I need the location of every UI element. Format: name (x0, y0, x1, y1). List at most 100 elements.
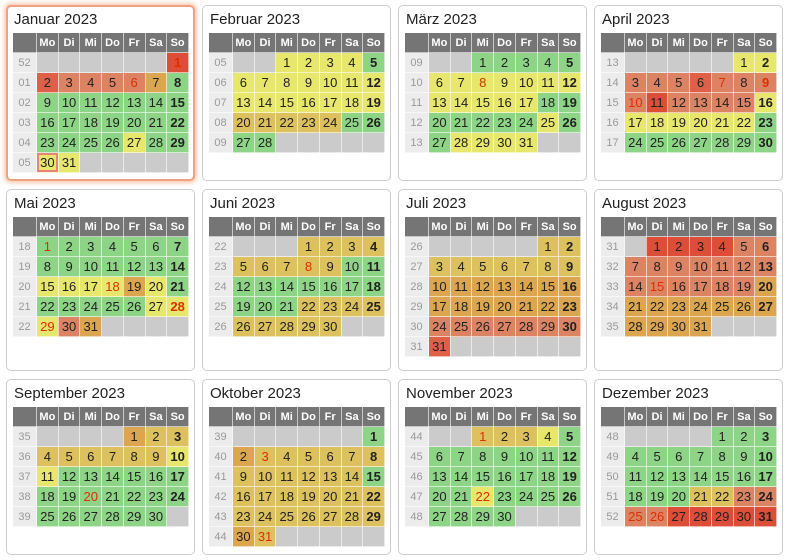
day-cell[interactable]: 16 (36, 112, 59, 133)
day-cell[interactable]: 8 (275, 72, 299, 93)
day-cell[interactable]: 10 (754, 446, 777, 467)
day-cell[interactable]: 3 (166, 426, 189, 447)
day-cell[interactable]: 12 (101, 92, 124, 113)
day-cell[interactable]: 5 (297, 446, 320, 467)
day-cell[interactable]: 20 (667, 486, 691, 507)
day-cell[interactable]: 8 (122, 446, 146, 467)
day-cell[interactable]: 28 (710, 132, 734, 153)
day-cell[interactable]: 25 (36, 506, 59, 527)
day-cell[interactable]: 8 (536, 256, 560, 277)
day-cell[interactable]: 27 (689, 132, 712, 153)
day-cell[interactable]: 21 (689, 486, 712, 507)
day-cell[interactable]: 10 (428, 276, 451, 297)
day-cell[interactable]: 28 (166, 296, 189, 317)
day-cell[interactable]: 9 (318, 256, 342, 277)
day-cell[interactable]: 24 (340, 296, 364, 317)
day-cell[interactable]: 11 (710, 256, 734, 277)
day-cell[interactable]: 1 (362, 426, 385, 447)
day-cell[interactable]: 20 (253, 296, 277, 317)
day-cell[interactable]: 22 (36, 296, 59, 317)
day-cell[interactable]: 31 (514, 132, 538, 153)
day-cell[interactable]: 9 (667, 256, 691, 277)
day-cell[interactable]: 6 (428, 72, 451, 93)
day-cell[interactable]: 21 (710, 112, 734, 133)
day-cell[interactable]: 2 (318, 236, 342, 257)
day-cell[interactable]: 26 (732, 296, 756, 317)
day-cell[interactable]: 4 (362, 236, 385, 257)
day-cell[interactable]: 17 (689, 276, 712, 297)
day-cell[interactable]: 28 (689, 506, 712, 527)
day-cell[interactable]: 13 (122, 92, 146, 113)
day-cell[interactable]: 26 (297, 506, 320, 527)
day-cell[interactable]: 24 (428, 316, 451, 337)
day-cell[interactable]: 7 (166, 236, 189, 257)
day-cell[interactable]: 11 (79, 92, 103, 113)
day-cell[interactable]: 22 (645, 296, 669, 317)
day-cell[interactable]: 12 (122, 256, 146, 277)
day-cell[interactable]: 6 (232, 72, 255, 93)
day-cell[interactable]: 6 (253, 256, 277, 277)
day-cell[interactable]: 27 (318, 506, 342, 527)
day-cell[interactable]: 26 (57, 506, 81, 527)
day-cell[interactable]: 21 (449, 112, 473, 133)
day-cell[interactable]: 14 (449, 92, 473, 113)
day-cell[interactable]: 10 (57, 92, 81, 113)
day-cell[interactable]: 9 (732, 446, 756, 467)
day-cell[interactable]: 22 (710, 486, 734, 507)
day-cell[interactable]: 7 (144, 72, 168, 93)
day-cell[interactable]: 21 (253, 112, 277, 133)
day-cell[interactable]: 11 (36, 466, 59, 487)
day-cell[interactable]: 4 (340, 52, 364, 73)
day-cell[interactable]: 1 (36, 236, 59, 257)
day-cell[interactable]: 5 (101, 72, 124, 93)
day-cell[interactable]: 1 (536, 236, 560, 257)
day-cell[interactable]: 5 (645, 446, 669, 467)
day-cell[interactable]: 20 (232, 112, 255, 133)
day-cell[interactable]: 12 (471, 276, 495, 297)
day-cell[interactable]: 22 (166, 112, 189, 133)
day-cell[interactable]: 6 (318, 446, 342, 467)
day-cell[interactable]: 9 (144, 446, 168, 467)
day-cell[interactable]: 26 (667, 132, 691, 153)
day-cell[interactable]: 1 (275, 52, 299, 73)
day-cell[interactable]: 25 (340, 112, 364, 133)
day-cell[interactable]: 4 (624, 446, 647, 467)
day-cell[interactable]: 23 (36, 132, 59, 153)
day-cell[interactable]: 31 (253, 526, 277, 547)
day-cell[interactable]: 16 (493, 466, 516, 487)
day-cell[interactable]: 23 (754, 112, 777, 133)
day-cell[interactable]: 23 (493, 112, 516, 133)
day-cell[interactable]: 28 (340, 506, 364, 527)
day-cell[interactable]: 8 (36, 256, 59, 277)
day-cell[interactable]: 30 (558, 316, 581, 337)
day-cell[interactable]: 12 (558, 446, 581, 467)
day-cell[interactable]: 1 (297, 236, 320, 257)
day-cell[interactable]: 11 (275, 466, 299, 487)
day-cell[interactable]: 15 (471, 92, 495, 113)
day-cell[interactable]: 1 (122, 426, 146, 447)
day-cell[interactable]: 31 (754, 506, 777, 527)
day-cell-today[interactable]: 30 (36, 152, 59, 173)
day-cell[interactable]: 24 (79, 296, 103, 317)
day-cell[interactable]: 3 (318, 52, 342, 73)
day-cell[interactable]: 3 (514, 426, 538, 447)
day-cell[interactable]: 15 (166, 92, 189, 113)
day-cell[interactable]: 9 (297, 72, 320, 93)
day-cell[interactable]: 25 (449, 316, 473, 337)
day-cell[interactable]: 22 (536, 296, 560, 317)
day-cell[interactable]: 20 (122, 112, 146, 133)
day-cell[interactable]: 14 (514, 276, 538, 297)
day-cell[interactable]: 16 (297, 92, 320, 113)
day-cell[interactable]: 12 (297, 466, 320, 487)
day-cell[interactable]: 20 (79, 486, 103, 507)
day-cell[interactable]: 30 (232, 526, 255, 547)
day-cell[interactable]: 18 (362, 276, 385, 297)
day-cell[interactable]: 30 (57, 316, 81, 337)
day-cell[interactable]: 18 (624, 486, 647, 507)
day-cell[interactable]: 13 (232, 92, 255, 113)
day-cell[interactable]: 7 (624, 256, 647, 277)
day-cell[interactable]: 10 (166, 446, 189, 467)
day-cell[interactable]: 25 (710, 296, 734, 317)
day-cell[interactable]: 1 (710, 426, 734, 447)
day-cell[interactable]: 16 (57, 276, 81, 297)
